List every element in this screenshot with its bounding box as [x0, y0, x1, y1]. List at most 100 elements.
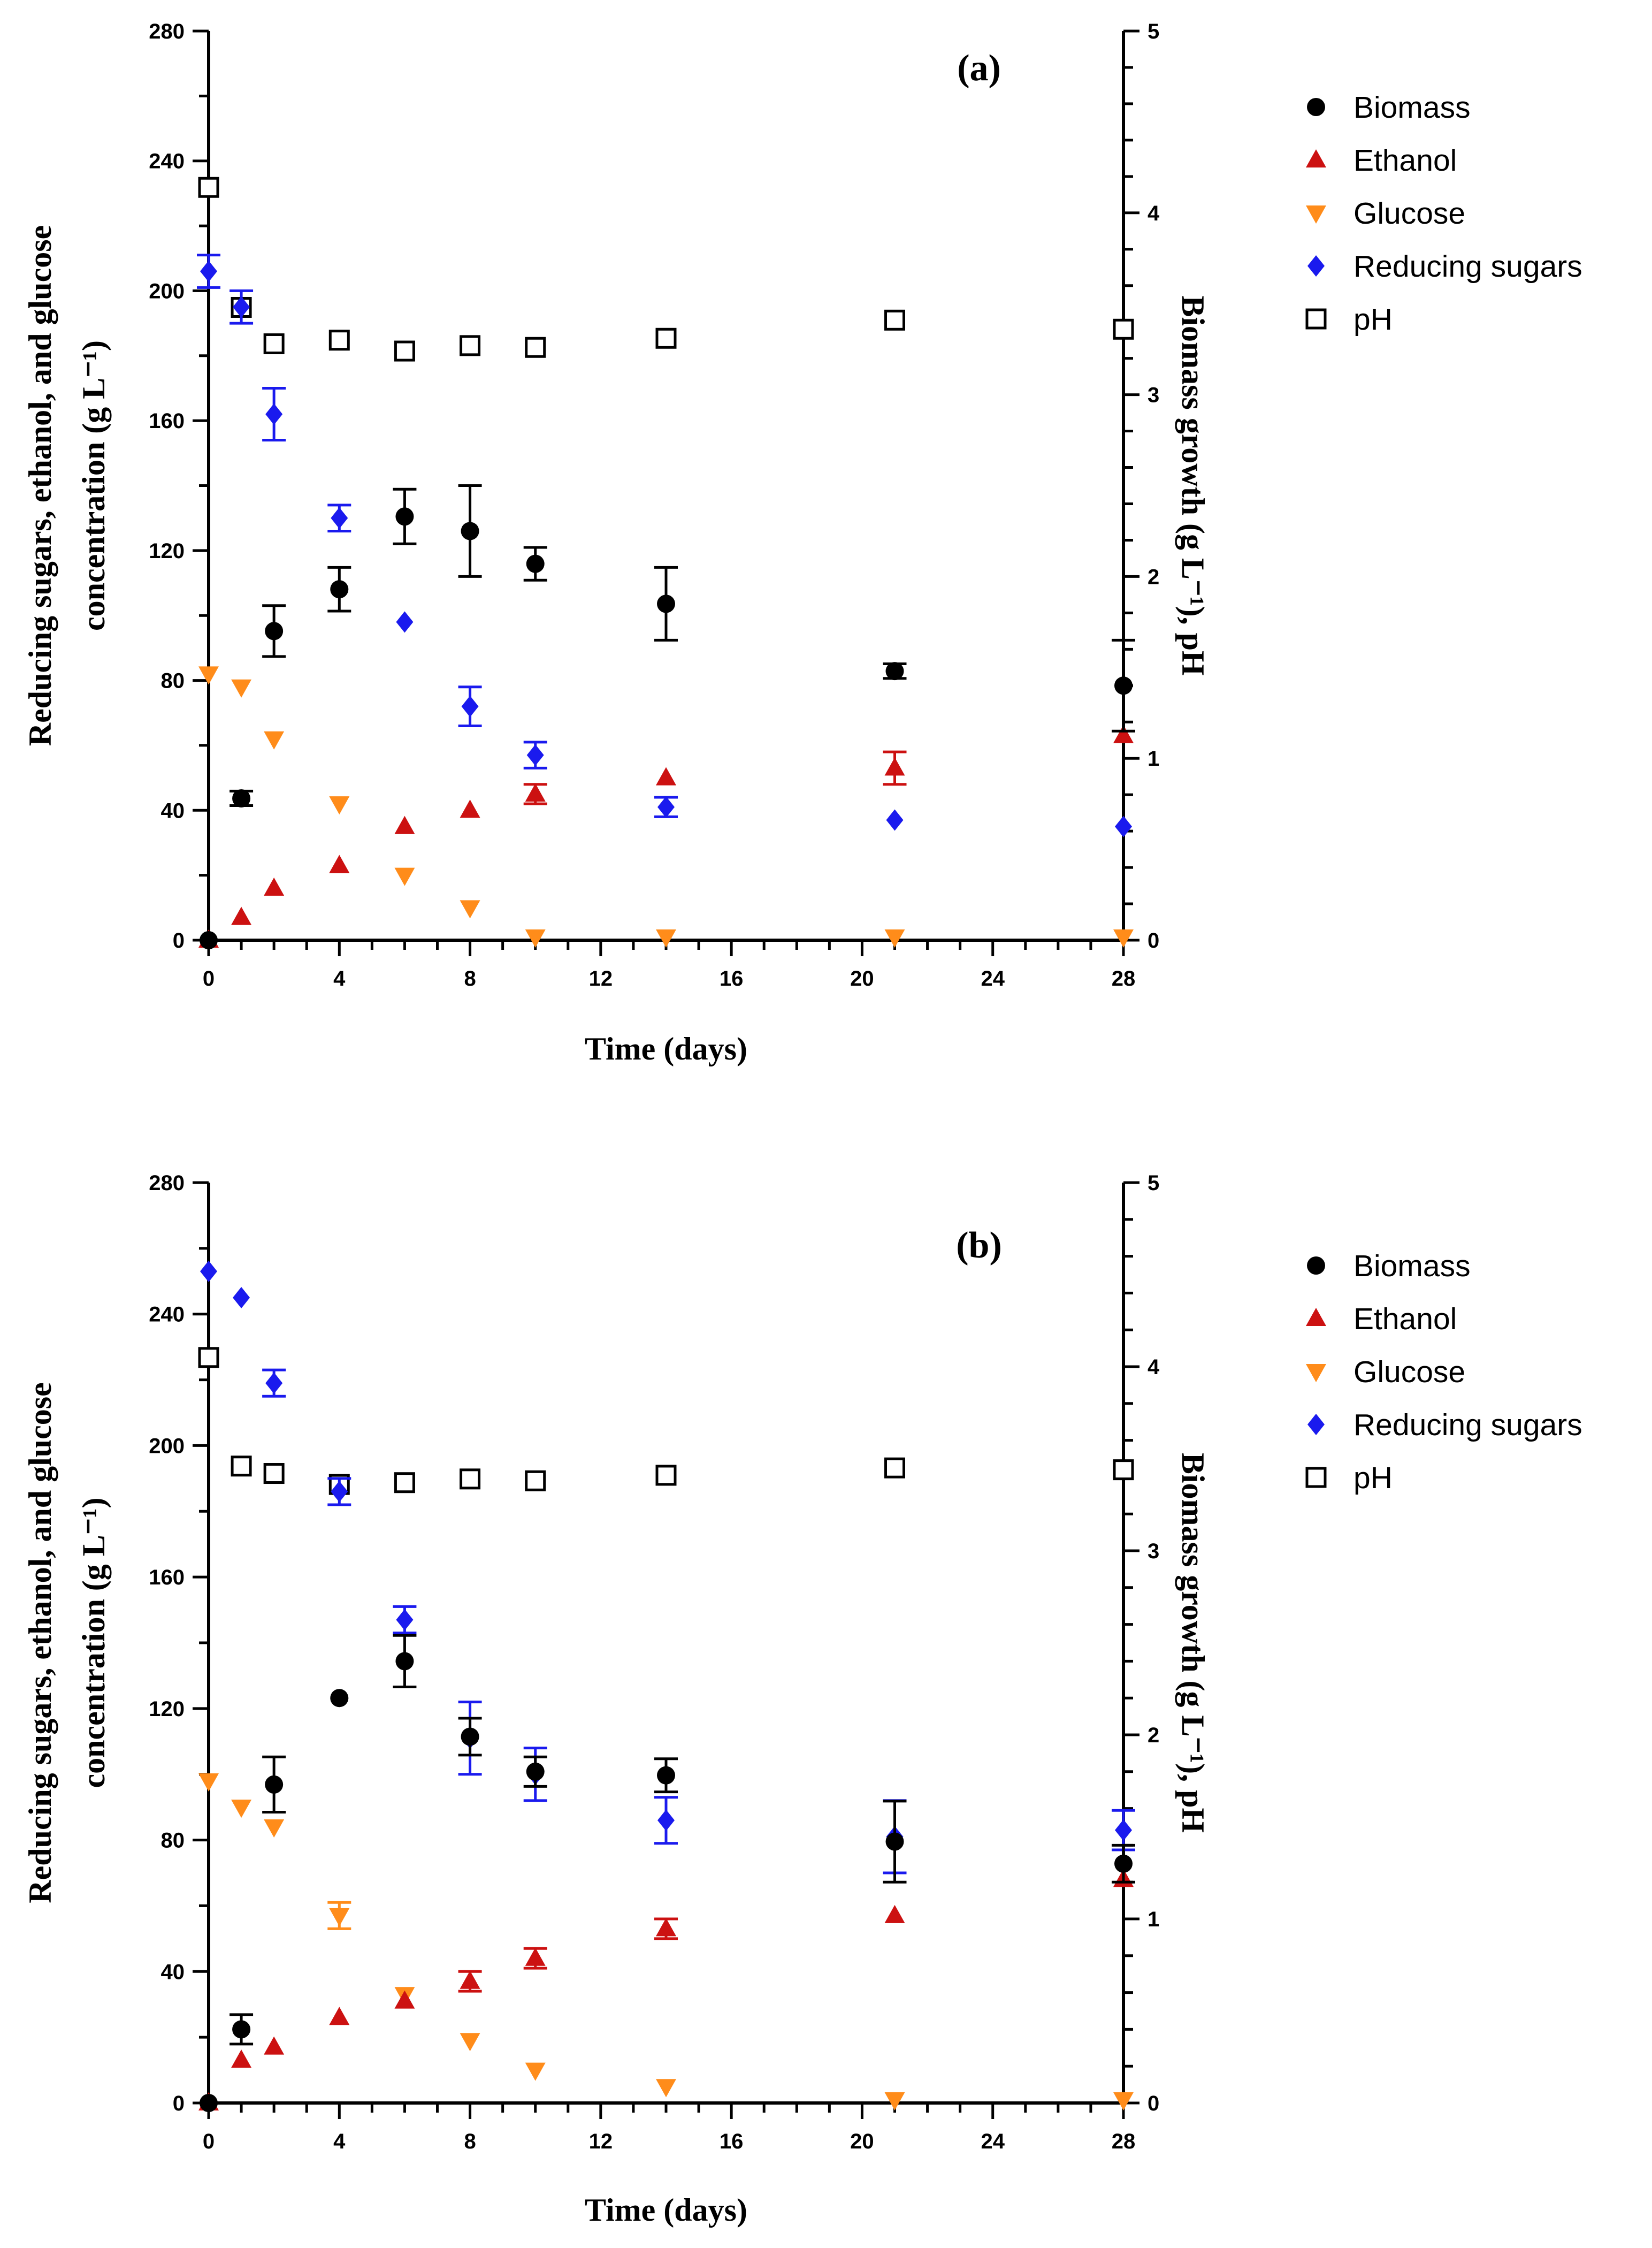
legend-label: pH — [1353, 1461, 1393, 1495]
legend-label: Ethanol — [1353, 143, 1457, 178]
y-axis-right-title: Biomass growth (g L⁻¹), pH — [1175, 1453, 1211, 1833]
y-right-tick-label: 0 — [1148, 929, 1159, 952]
data-point — [657, 1766, 675, 1785]
data-point — [331, 1481, 348, 1503]
y-left-tick-label: 120 — [149, 539, 185, 563]
legend-label: Biomass — [1353, 90, 1471, 125]
x-tick-label: 28 — [1112, 967, 1136, 990]
legend-label: Glucose — [1353, 1355, 1465, 1389]
data-point — [232, 2020, 251, 2039]
data-point — [884, 1457, 905, 1479]
y-right-tick-label: 4 — [1148, 202, 1160, 225]
series-glucose — [198, 666, 1134, 948]
data-point — [656, 2079, 676, 2098]
series-glucose — [198, 1773, 1134, 2110]
chart-panel-b: 0 4 8 12 16 20 24 2804080120160200240280012345T… — [22, 1171, 1582, 2228]
data-point — [1114, 676, 1133, 695]
data-point — [1113, 929, 1134, 948]
x-tick-label: 24 — [981, 967, 1005, 990]
data-point — [884, 929, 905, 948]
x-tick-label: 8 — [464, 2130, 476, 2153]
y-left-tick-label: 0 — [173, 2092, 185, 2115]
x-tick-label: 12 — [589, 967, 613, 990]
data-point — [525, 2062, 546, 2081]
data-point — [655, 327, 677, 349]
data-point — [395, 1652, 414, 1671]
data-point — [396, 611, 414, 633]
data-point — [656, 929, 676, 948]
data-point — [328, 330, 350, 351]
data-point — [525, 1947, 546, 1966]
data-point — [233, 1287, 250, 1308]
y-right-tick-label: 0 — [1148, 2092, 1159, 2115]
y-left-tick-label: 40 — [161, 1960, 185, 1984]
legend-marker — [1307, 255, 1325, 277]
data-point — [1113, 318, 1134, 340]
x-tick-label: 28 — [1112, 2130, 1136, 2153]
data-point — [884, 2092, 905, 2110]
data-point — [331, 507, 348, 529]
y-right-tick-label: 4 — [1148, 1355, 1160, 1379]
data-point — [655, 1465, 677, 1486]
data-point — [657, 796, 675, 818]
data-point — [263, 1463, 285, 1484]
data-point — [1113, 2092, 1134, 2110]
y-right-tick-label: 2 — [1148, 1724, 1159, 1747]
y-left-tick-label: 40 — [161, 799, 185, 822]
data-point — [231, 1456, 252, 1477]
data-point — [396, 1609, 414, 1630]
data-point — [265, 1372, 283, 1394]
data-point — [265, 1775, 284, 1794]
data-point — [525, 929, 546, 948]
data-point — [329, 796, 350, 815]
data-point — [395, 507, 414, 526]
legend-label: Reducing sugars — [1353, 1408, 1582, 1442]
data-point — [885, 662, 904, 681]
x-axis-title: Time (days) — [585, 1031, 747, 1066]
data-point — [1115, 1819, 1132, 1841]
data-point — [460, 2033, 480, 2052]
y-left-tick-label: 280 — [149, 1171, 185, 1195]
data-point — [265, 403, 283, 425]
legend-marker — [1307, 1256, 1325, 1275]
chart-panel-a: 0 4 8 12 16 20 24 2804080120160200240280012345T… — [22, 20, 1582, 1066]
y-left-tick-label: 0 — [173, 929, 185, 952]
legend: Biomass Ethanol Glucose Reducing sugars pH — [1305, 90, 1582, 337]
data-point — [200, 1260, 217, 1282]
data-point — [231, 2049, 252, 2068]
data-point — [460, 1970, 480, 1989]
data-point — [330, 1689, 349, 1708]
data-point — [329, 2007, 350, 2025]
y-left-tick-label: 160 — [149, 409, 185, 433]
legend-label: Reducing sugars — [1353, 249, 1582, 284]
data-point — [886, 809, 904, 831]
y-right-tick-label: 1 — [1148, 747, 1159, 771]
y-left-tick-label: 280 — [149, 20, 185, 43]
y-axis-left-title-line1: Reducing sugars, ethanol, and glucose — [22, 1382, 58, 1903]
data-point — [263, 333, 285, 354]
data-point — [394, 1472, 415, 1493]
data-point — [264, 731, 285, 750]
data-point — [264, 1819, 285, 1838]
data-point — [198, 666, 219, 685]
data-point — [460, 1468, 481, 1490]
data-point — [461, 522, 479, 540]
data-point — [231, 906, 252, 925]
x-tick-label: 20 — [850, 2130, 874, 2153]
data-point — [657, 595, 675, 613]
data-point — [200, 931, 218, 949]
y-left-tick-label: 240 — [149, 1303, 185, 1327]
legend-label: pH — [1353, 302, 1393, 337]
y-left-tick-label: 120 — [149, 1697, 185, 1721]
panel-label: (a) — [957, 48, 1001, 89]
data-point — [1113, 725, 1134, 743]
data-point — [265, 622, 284, 641]
data-point — [885, 1832, 904, 1851]
series-ph — [198, 1347, 1134, 1495]
data-point — [231, 679, 252, 698]
data-point — [1113, 1459, 1134, 1481]
x-tick-label: 12 — [589, 2130, 613, 2153]
legend: Biomass Ethanol Glucose Reducing sugars pH — [1305, 1249, 1582, 1495]
x-tick-label: 4 — [333, 967, 346, 990]
